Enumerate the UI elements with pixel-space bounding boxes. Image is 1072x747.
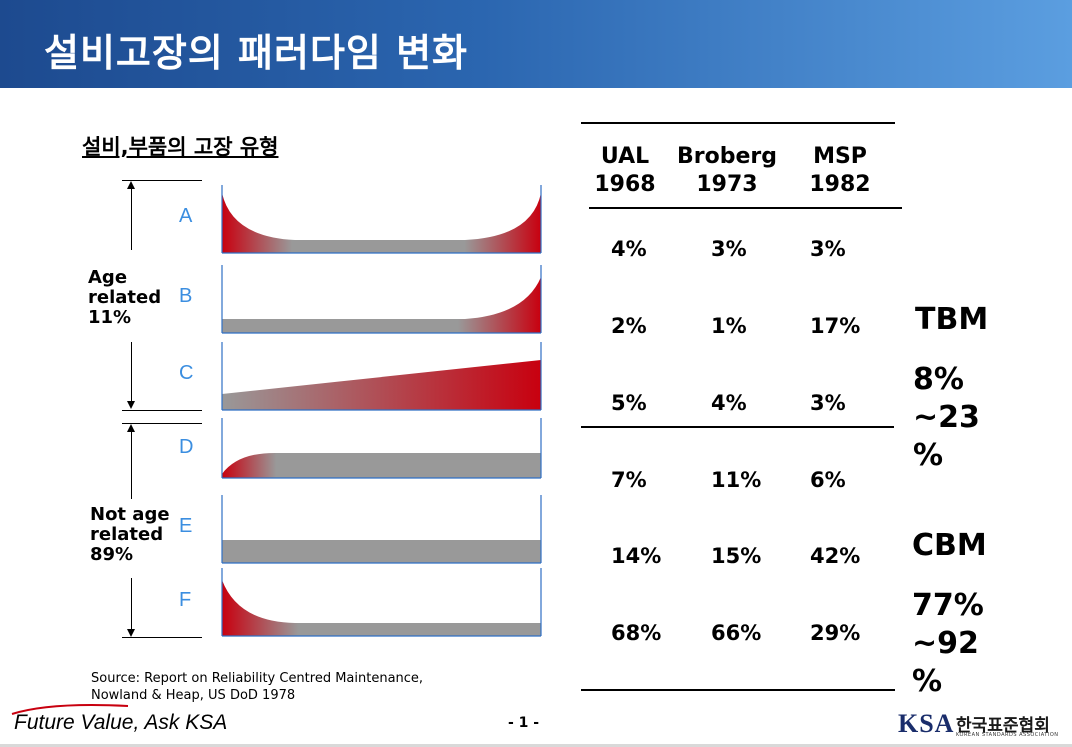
age-arrow-shaft-top <box>131 188 132 250</box>
cell-r3-msp: 3% <box>810 391 846 415</box>
bottom-border <box>0 744 1072 747</box>
age-arrow-down-icon <box>127 401 135 409</box>
curve-letter-c: C <box>179 362 194 384</box>
curve-letter-e: E <box>179 515 193 537</box>
tbm-percent: 8% ~23 % <box>913 362 980 473</box>
tbm-label: TBM <box>915 302 989 337</box>
not-age-bracket-top-cap <box>122 423 202 424</box>
not-age-related-label: Not age related 89% <box>90 504 170 565</box>
table-bottom-rule <box>581 689 895 691</box>
slide-title: 설비고장의 패러다임 변화 <box>44 31 469 75</box>
ksa-logo: KSA 한국표준협회 KOREAN STANDARDS ASSOCIATION <box>898 709 1058 739</box>
curve-letter-d: D <box>179 436 194 458</box>
cell-r6-ual: 68% <box>611 621 662 645</box>
col-header-msp: MSP 1982 <box>809 144 871 197</box>
slogan-swoosh-icon <box>11 704 129 715</box>
cell-r4-ual: 7% <box>611 468 647 492</box>
footer-slogan: Future Value, Ask KSA <box>14 711 228 734</box>
cell-r1-msp: 3% <box>810 237 846 261</box>
age-related-label: Age related 11% <box>88 267 162 328</box>
source-note: Source: Report on Reliability Centred Ma… <box>91 671 424 703</box>
cell-r1-broberg: 3% <box>711 237 747 261</box>
age-arrow-up-icon <box>127 181 135 189</box>
curve-e-random <box>221 495 542 564</box>
cell-r5-msp: 42% <box>810 544 861 568</box>
title-bar <box>0 0 1072 88</box>
table-top-rule <box>581 122 895 124</box>
curve-b-wear-out <box>221 265 542 334</box>
not-age-arrow-down-icon <box>127 629 135 637</box>
not-age-arrow-shaft-top <box>131 431 132 499</box>
failure-pattern-heading: 설비,부품의 고장 유형 <box>82 135 279 159</box>
cell-r6-msp: 29% <box>810 621 861 645</box>
page-number: - 1 - <box>508 715 540 731</box>
age-bracket-top-cap <box>122 180 202 181</box>
cell-r4-msp: 6% <box>810 468 846 492</box>
not-age-arrow-up-icon <box>127 424 135 432</box>
curve-letter-b: B <box>179 285 193 307</box>
curve-f-infant-mortality <box>221 568 542 637</box>
ksa-logo-letters: KSA <box>898 709 955 738</box>
col-header-broberg: Broberg 1973 <box>677 144 777 197</box>
cbm-percent: 77% ~92 % <box>912 588 984 699</box>
cell-r3-broberg: 4% <box>711 391 747 415</box>
curve-d-initial-increase <box>221 418 542 479</box>
cell-r1-ual: 4% <box>611 237 647 261</box>
not-age-arrow-shaft-bottom <box>131 578 132 630</box>
cell-r5-ual: 14% <box>611 544 662 568</box>
cell-r2-ual: 2% <box>611 314 647 338</box>
cell-r5-broberg: 15% <box>711 544 762 568</box>
ksa-logo-korean: 한국표준협회 <box>956 716 1050 736</box>
curve-letter-f: F <box>179 589 192 611</box>
cell-r2-msp: 17% <box>810 314 861 338</box>
table-group-divider <box>581 426 894 428</box>
age-bracket-bottom-cap <box>122 410 202 411</box>
curve-a-bathtub <box>221 185 542 254</box>
ksa-logo-english: KOREAN STANDARDS ASSOCIATION <box>956 732 1059 738</box>
cell-r3-ual: 5% <box>611 391 647 415</box>
not-age-bracket-bottom-cap <box>122 637 202 638</box>
cell-r2-broberg: 1% <box>711 314 747 338</box>
table-header-rule <box>589 207 902 209</box>
curve-letter-a: A <box>179 205 193 227</box>
cell-r6-broberg: 66% <box>711 621 762 645</box>
cbm-label: CBM <box>912 528 987 563</box>
age-arrow-shaft-bottom <box>131 342 132 402</box>
cell-r4-broberg: 11% <box>711 468 762 492</box>
curve-c-increasing <box>221 342 542 411</box>
col-header-ual: UAL 1968 <box>594 144 656 197</box>
